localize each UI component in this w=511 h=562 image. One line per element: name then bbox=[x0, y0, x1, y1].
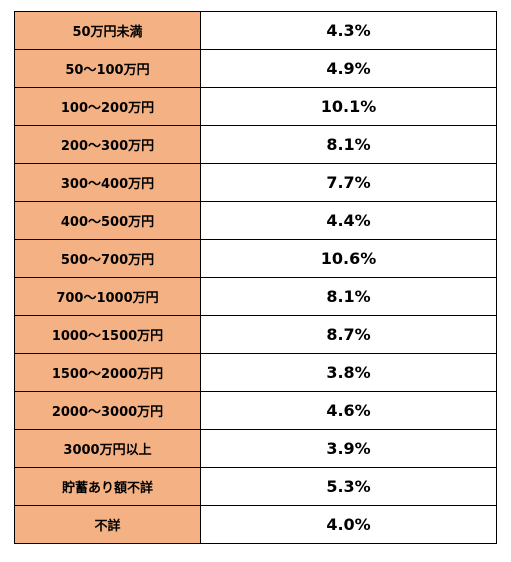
row-value: 4.3% bbox=[200, 11, 497, 50]
row-label: 100～200万円 bbox=[14, 87, 201, 126]
row-value: 8.1% bbox=[200, 277, 497, 316]
row-label: 1000～1500万円 bbox=[14, 315, 201, 354]
row-label: 300～400万円 bbox=[14, 163, 201, 202]
table-row: 1500～2000万円 3.8% bbox=[14, 353, 497, 392]
row-label: 50～100万円 bbox=[14, 49, 201, 88]
table-row: 500～700万円 10.6% bbox=[14, 239, 497, 278]
row-label: 400～500万円 bbox=[14, 201, 201, 240]
row-label: 500～700万円 bbox=[14, 239, 201, 278]
table-row: 不詳 4.0% bbox=[14, 505, 497, 544]
row-label: 3000万円以上 bbox=[14, 429, 201, 468]
row-value: 4.6% bbox=[200, 391, 497, 430]
row-value: 4.4% bbox=[200, 201, 497, 240]
row-value: 8.7% bbox=[200, 315, 497, 354]
table-row: 1000～1500万円 8.7% bbox=[14, 315, 497, 354]
table-row: 300～400万円 7.7% bbox=[14, 163, 497, 202]
table-row: 400～500万円 4.4% bbox=[14, 201, 497, 240]
table-row: 700～1000万円 8.1% bbox=[14, 277, 497, 316]
row-value: 10.1% bbox=[200, 87, 497, 126]
table-body: 50万円未満 4.3% 50～100万円 4.9% 100～200万円 10.1% 200～… bbox=[14, 11, 497, 544]
table-row: 貯蓄あり額不詳 5.3% bbox=[14, 467, 497, 506]
row-label: 50万円未満 bbox=[14, 11, 201, 50]
row-value: 10.6% bbox=[200, 239, 497, 278]
table-row: 3000万円以上 3.9% bbox=[14, 429, 497, 468]
row-value: 5.3% bbox=[200, 467, 497, 506]
row-label: 700～1000万円 bbox=[14, 277, 201, 316]
row-value: 3.8% bbox=[200, 353, 497, 392]
table-row: 100～200万円 10.1% bbox=[14, 87, 497, 126]
row-label: 貯蓄あり額不詳 bbox=[14, 467, 201, 506]
row-label: 200～300万円 bbox=[14, 125, 201, 164]
row-label: 1500～2000万円 bbox=[14, 353, 201, 392]
row-value: 7.7% bbox=[200, 163, 497, 202]
table-row: 200～300万円 8.1% bbox=[14, 125, 497, 164]
data-table: 50万円未満 4.3% 50～100万円 4.9% 100～200万円 10.1% 200～… bbox=[14, 11, 497, 544]
row-value: 8.1% bbox=[200, 125, 497, 164]
row-value: 3.9% bbox=[200, 429, 497, 468]
row-value: 4.0% bbox=[200, 505, 497, 544]
table-row: 50～100万円 4.9% bbox=[14, 49, 497, 88]
row-label: 不詳 bbox=[14, 505, 201, 544]
table-row: 50万円未満 4.3% bbox=[14, 11, 497, 50]
row-label: 2000～3000万円 bbox=[14, 391, 201, 430]
row-value: 4.9% bbox=[200, 49, 497, 88]
table-row: 2000～3000万円 4.6% bbox=[14, 391, 497, 430]
